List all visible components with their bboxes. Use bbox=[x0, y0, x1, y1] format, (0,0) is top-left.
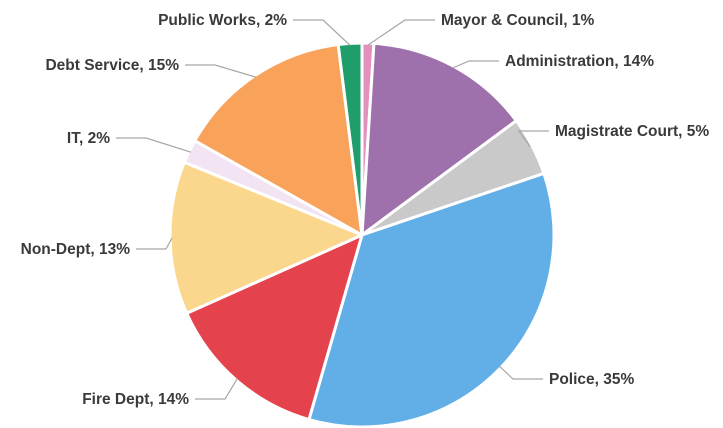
leader-administration bbox=[452, 60, 499, 69]
leader-fire-dept bbox=[195, 378, 238, 400]
label-administration: Administration, 14% bbox=[505, 53, 654, 70]
label-police: Police, 35% bbox=[549, 371, 635, 388]
slice-labels: Mayor & Council, 1% Administration, 14% … bbox=[21, 12, 710, 408]
label-magistrate-court: Magistrate Court, 5% bbox=[555, 123, 709, 140]
leader-police bbox=[498, 365, 543, 380]
label-fire-dept: Fire Dept, 14% bbox=[82, 391, 189, 408]
leader-non-dept bbox=[136, 237, 173, 250]
leader-magistrate-court bbox=[517, 130, 549, 148]
label-public-works: Public Works, 2% bbox=[158, 12, 287, 29]
slice-non-dept bbox=[168, 160, 364, 315]
leader-debt-service bbox=[185, 64, 257, 78]
slice-debt-service bbox=[193, 42, 364, 237]
pie-slices bbox=[168, 41, 556, 428]
label-non-dept: Non-Dept, 13% bbox=[21, 241, 131, 258]
leader-it bbox=[116, 137, 192, 153]
leader-mayor-council bbox=[367, 19, 435, 46]
label-mayor-council: Mayor & Council, 1% bbox=[441, 12, 595, 29]
slice-administration bbox=[360, 41, 518, 237]
leader-public-works bbox=[293, 19, 351, 46]
leader-lines bbox=[116, 19, 549, 400]
label-it: IT, 2% bbox=[67, 130, 110, 147]
label-debt-service: Debt Service, 15% bbox=[45, 57, 179, 74]
slice-public-works bbox=[336, 41, 364, 237]
